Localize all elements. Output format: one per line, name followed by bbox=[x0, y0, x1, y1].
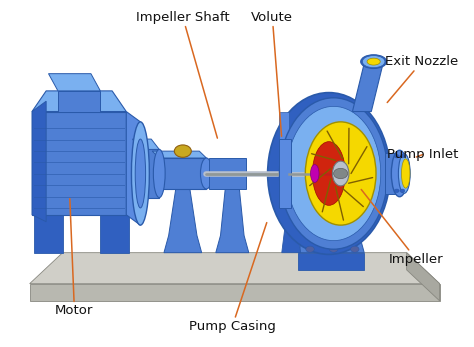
Ellipse shape bbox=[398, 154, 410, 193]
Ellipse shape bbox=[131, 122, 149, 225]
Circle shape bbox=[334, 168, 348, 179]
Polygon shape bbox=[30, 253, 439, 283]
Ellipse shape bbox=[154, 150, 165, 197]
Circle shape bbox=[394, 189, 399, 193]
Ellipse shape bbox=[279, 98, 388, 249]
Polygon shape bbox=[140, 150, 159, 197]
Polygon shape bbox=[407, 253, 439, 301]
Ellipse shape bbox=[401, 159, 410, 188]
Polygon shape bbox=[152, 151, 206, 158]
Polygon shape bbox=[282, 215, 301, 253]
Polygon shape bbox=[48, 74, 100, 91]
Ellipse shape bbox=[201, 158, 212, 189]
Text: Impeller Shaft: Impeller Shaft bbox=[136, 11, 229, 138]
Ellipse shape bbox=[268, 93, 390, 254]
Ellipse shape bbox=[361, 55, 387, 68]
Ellipse shape bbox=[392, 150, 408, 197]
Polygon shape bbox=[298, 253, 364, 270]
Polygon shape bbox=[164, 189, 201, 253]
Polygon shape bbox=[216, 189, 249, 253]
Circle shape bbox=[351, 246, 359, 252]
Text: Volute: Volute bbox=[251, 11, 293, 136]
Ellipse shape bbox=[332, 161, 349, 186]
Circle shape bbox=[400, 189, 405, 193]
Ellipse shape bbox=[135, 139, 146, 208]
Circle shape bbox=[400, 154, 405, 158]
Ellipse shape bbox=[286, 107, 381, 240]
Polygon shape bbox=[298, 218, 364, 253]
Ellipse shape bbox=[305, 122, 376, 225]
Ellipse shape bbox=[312, 142, 346, 205]
Text: Pump Inlet: Pump Inlet bbox=[387, 148, 458, 161]
Polygon shape bbox=[32, 101, 46, 222]
Polygon shape bbox=[30, 283, 439, 301]
Polygon shape bbox=[58, 91, 100, 111]
Polygon shape bbox=[100, 215, 128, 253]
Polygon shape bbox=[32, 91, 126, 111]
Circle shape bbox=[329, 246, 338, 252]
Text: Exit Nozzle: Exit Nozzle bbox=[385, 55, 458, 102]
Polygon shape bbox=[132, 139, 159, 150]
Polygon shape bbox=[32, 111, 126, 215]
Polygon shape bbox=[209, 158, 246, 189]
Ellipse shape bbox=[367, 58, 380, 65]
Polygon shape bbox=[159, 158, 206, 189]
Polygon shape bbox=[279, 139, 291, 208]
Text: Impeller: Impeller bbox=[361, 189, 443, 266]
Polygon shape bbox=[126, 111, 140, 225]
Polygon shape bbox=[353, 64, 383, 111]
Polygon shape bbox=[385, 153, 400, 194]
Circle shape bbox=[394, 154, 399, 158]
Text: Pump Casing: Pump Casing bbox=[189, 223, 276, 333]
Circle shape bbox=[306, 246, 314, 252]
Ellipse shape bbox=[310, 164, 319, 183]
Polygon shape bbox=[279, 111, 289, 174]
Polygon shape bbox=[35, 215, 63, 253]
Circle shape bbox=[174, 145, 191, 157]
Ellipse shape bbox=[362, 56, 385, 68]
Text: Motor: Motor bbox=[55, 198, 94, 317]
